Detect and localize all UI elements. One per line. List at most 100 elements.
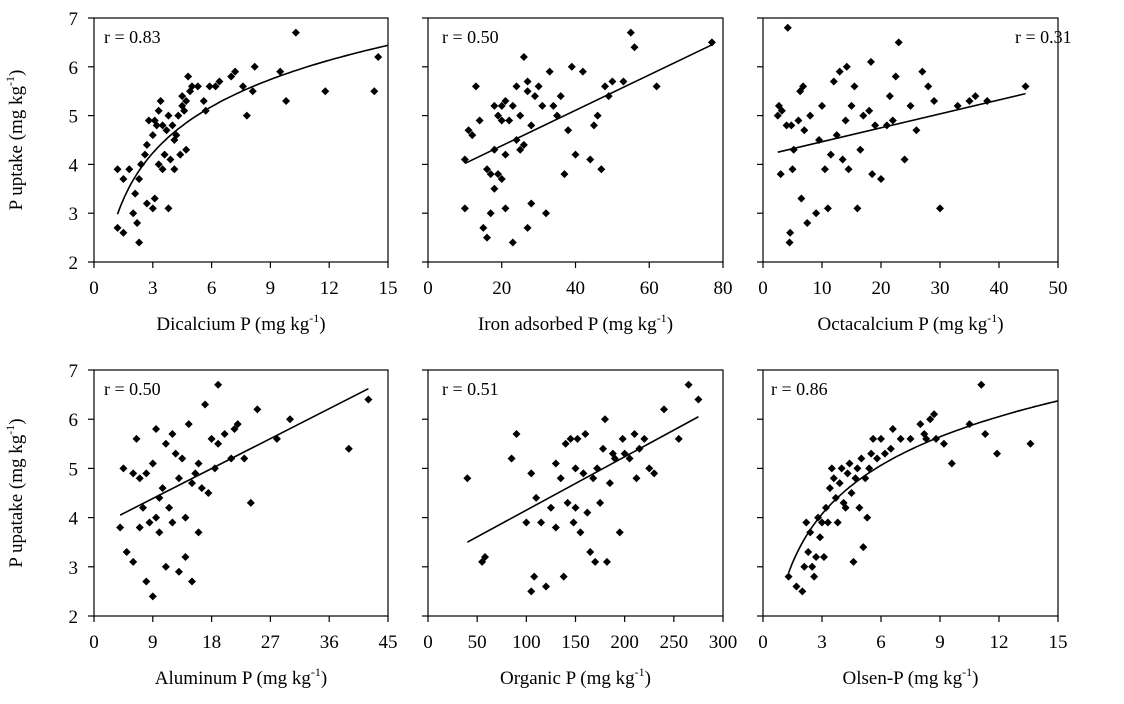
- data-point: [161, 439, 170, 448]
- data-point: [201, 400, 210, 409]
- correlation-label: r = 0.83: [104, 27, 161, 47]
- x-axis-label: Olsen-P (mg kg-1): [843, 665, 979, 689]
- data-point: [773, 111, 782, 120]
- data-point: [626, 28, 635, 37]
- x-tick-label: 200: [610, 632, 639, 653]
- data-point: [800, 562, 809, 571]
- data-point: [176, 150, 185, 159]
- x-tick-label: 0: [89, 632, 99, 653]
- data-point: [776, 170, 785, 179]
- data-point: [602, 557, 611, 566]
- data-point: [486, 209, 495, 218]
- y-axis-label-text: P uptake (mg kg: [6, 85, 27, 210]
- correlation-label: r = 0.50: [104, 379, 161, 399]
- data-point: [847, 489, 856, 497]
- chart-panel-5: 0 50 100 150 200 250 300 r = 0.51 Organic P (mg …: [422, 369, 737, 689]
- data-point: [154, 106, 163, 115]
- data-point: [152, 121, 161, 130]
- data-point: [215, 77, 224, 86]
- data-point: [344, 444, 353, 453]
- data-point: [835, 479, 844, 488]
- x-tick-label: 0: [89, 278, 99, 299]
- x-tick-label: 0: [423, 278, 433, 299]
- data-point: [116, 523, 125, 532]
- data-point: [829, 474, 838, 483]
- data-point: [291, 28, 300, 37]
- chart-panel-1: 0 3 6 9 12 15 2 3 4 5 6 7 r = 0.83 Dicalcium P (mg kg…: [3, 9, 398, 335]
- x-tick-label: 150: [561, 632, 590, 653]
- data-point: [129, 209, 138, 218]
- data-point: [583, 508, 592, 517]
- data-point: [885, 92, 894, 101]
- x-axis-label-end: ): [972, 668, 978, 689]
- data-point: [497, 175, 506, 184]
- data-point: [953, 101, 962, 110]
- data-point: [630, 429, 639, 438]
- data-point: [707, 38, 716, 47]
- data-point: [155, 528, 164, 537]
- data-point: [188, 479, 196, 488]
- data-point: [569, 518, 578, 527]
- correlation-label: r = 0.51: [442, 379, 499, 399]
- x-axis-label-text: Organic P (mg kg: [500, 668, 635, 689]
- data-point: [178, 92, 187, 101]
- data-point: [546, 503, 555, 512]
- x-axis-label-text: Octacalcium P (mg kg: [817, 314, 987, 335]
- data-point: [918, 67, 927, 76]
- data-point: [154, 160, 163, 169]
- x-tick-label: 15: [379, 278, 398, 299]
- data-point: [571, 150, 580, 159]
- y-tick-label: 5: [69, 459, 79, 480]
- data-point: [113, 165, 122, 174]
- data-point: [586, 548, 595, 557]
- data-point: [845, 459, 854, 468]
- data-point: [556, 92, 565, 101]
- x-tick-label: 20: [492, 278, 511, 299]
- data-point: [148, 204, 157, 213]
- data-point: [1026, 439, 1035, 448]
- x-tick-label: 0: [758, 278, 768, 299]
- data-point: [566, 434, 575, 443]
- data-point: [174, 474, 183, 483]
- y-tick-label: 7: [69, 9, 79, 30]
- data-point: [645, 464, 654, 473]
- chart-panel-3: 0 10 20 30 40 50 r = 0.31 Octacalcium P (mg kg-…: [757, 17, 1072, 335]
- x-axis-label: Iron adsorbed P (mg kg-1): [478, 311, 673, 335]
- data-point: [605, 479, 614, 488]
- data-point: [812, 209, 821, 218]
- data-point: [838, 155, 847, 164]
- x-tick-label: 60: [640, 278, 659, 299]
- data-point: [618, 434, 627, 443]
- data-point: [512, 82, 521, 91]
- x-tick-label: 18: [202, 632, 221, 653]
- data-point: [877, 434, 885, 443]
- data-point: [591, 557, 600, 566]
- data-point: [276, 67, 285, 76]
- data-point: [168, 429, 177, 438]
- x-axis-label-text: Olsen-P (mg kg: [843, 668, 963, 689]
- trend-line: [787, 400, 1059, 574]
- data-point: [619, 77, 628, 86]
- data-point: [142, 140, 151, 149]
- data-point: [863, 513, 872, 522]
- data-point: [820, 165, 829, 174]
- data-point: [188, 577, 196, 586]
- data-point: [804, 548, 813, 557]
- y-tick-label: 2: [69, 253, 79, 274]
- data-point: [135, 175, 144, 184]
- data-point: [783, 23, 792, 32]
- data-point: [601, 415, 609, 424]
- data-point: [812, 552, 821, 561]
- x-tick-label: 9: [935, 632, 945, 653]
- x-tick-label: 0: [423, 632, 433, 653]
- data-point: [965, 96, 974, 105]
- data-point: [490, 184, 499, 193]
- data-point: [119, 175, 128, 184]
- trend-line: [464, 44, 713, 165]
- data-point: [545, 67, 554, 76]
- x-tick-label: 40: [566, 278, 585, 299]
- data-point: [475, 116, 484, 125]
- data-point: [479, 223, 488, 232]
- x-axis-label-end: ): [321, 668, 327, 689]
